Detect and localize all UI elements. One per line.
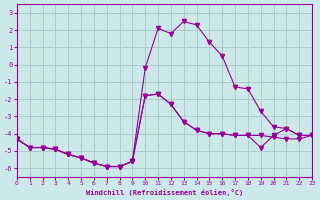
X-axis label: Windchill (Refroidissement éolien,°C): Windchill (Refroidissement éolien,°C) — [86, 189, 243, 196]
